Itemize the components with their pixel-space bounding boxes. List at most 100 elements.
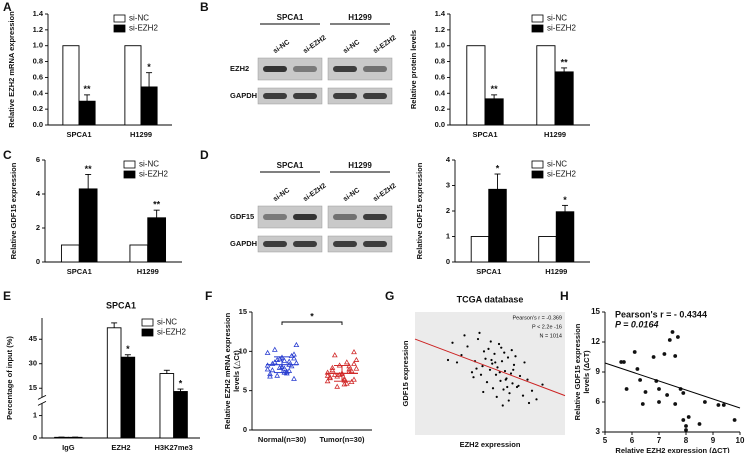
data-point	[264, 366, 271, 372]
data-point	[665, 393, 669, 397]
stat-annotation: Pearson's r = -0.369	[512, 315, 562, 321]
data-point	[351, 376, 357, 382]
y-tick-label: 1	[446, 231, 450, 240]
significance-label: *	[496, 163, 500, 173]
blot-band	[263, 66, 287, 72]
data-point	[526, 378, 529, 381]
legend-swatch	[113, 14, 126, 23]
blot-band	[363, 66, 387, 72]
y-tick-label: 9	[596, 367, 601, 376]
x-tick-label: 5	[603, 436, 608, 445]
data-point	[274, 372, 281, 378]
significance-label: *	[126, 344, 130, 354]
data-point	[667, 338, 672, 342]
legend-swatch	[141, 328, 154, 337]
bar	[484, 98, 504, 126]
data-point	[491, 387, 495, 390]
x-tick-label: 9	[711, 436, 716, 445]
significance-label: **	[153, 200, 161, 210]
data-point	[732, 418, 737, 422]
data-point	[267, 373, 273, 379]
y-tick-label: 0.8	[33, 57, 43, 66]
panel-letter: C	[3, 148, 12, 162]
data-point	[494, 373, 498, 376]
data-point	[619, 360, 624, 364]
data-point	[476, 337, 480, 341]
bar	[538, 236, 557, 263]
data-point	[286, 358, 293, 364]
significance-label: **	[84, 84, 92, 94]
data-point	[341, 375, 348, 381]
panel-letter: G	[385, 289, 394, 303]
data-point	[329, 364, 336, 370]
data-point	[497, 342, 501, 346]
data-point	[662, 352, 667, 356]
data-point	[535, 398, 538, 401]
data-point	[541, 383, 544, 386]
data-point	[721, 403, 726, 407]
cell-line-label: SPCA1	[277, 161, 304, 170]
x-axis-label: Relative EZH2 expression (ΔCT)	[615, 446, 730, 453]
regression-line	[604, 362, 741, 409]
blot-band	[263, 241, 287, 247]
data-point	[348, 378, 355, 385]
lane-label: si-NC	[342, 187, 361, 203]
row-label: GDF15	[230, 212, 254, 221]
legend-label: si-EZH2	[157, 328, 186, 337]
data-point	[269, 367, 276, 373]
data-point	[269, 360, 276, 366]
bar	[106, 327, 122, 439]
row-label: GAPDH	[230, 239, 257, 248]
data-point	[463, 334, 466, 337]
data-point	[446, 358, 450, 362]
y-tick-label: 0	[33, 433, 37, 442]
data-point	[475, 367, 478, 370]
data-point	[632, 350, 637, 354]
bar	[470, 236, 490, 263]
y-tick-label: 0.2	[435, 104, 445, 113]
data-point	[504, 378, 507, 381]
y-tick-label: 5	[243, 386, 247, 395]
data-point	[293, 341, 300, 348]
blot-band	[333, 241, 357, 247]
x-tick-label: SPCA1	[66, 130, 91, 139]
data-point	[478, 331, 481, 335]
data-point	[510, 349, 513, 352]
legend-label: si-EZH2	[139, 170, 168, 179]
data-point	[716, 403, 721, 407]
data-point	[499, 379, 502, 382]
x-tick-label: 8	[684, 436, 689, 445]
data-point	[479, 373, 483, 376]
y-tick-label: 1.4	[435, 9, 446, 18]
data-point	[466, 345, 469, 348]
y-tick-label: 0	[243, 425, 247, 434]
data-point	[697, 422, 702, 426]
data-point	[638, 378, 642, 382]
y-tick-label: 6	[596, 397, 601, 406]
lane-label: si-EZH2	[372, 34, 397, 55]
legend-label: si-EZH2	[129, 24, 158, 33]
data-point	[517, 384, 520, 387]
blot-band	[293, 241, 317, 247]
blot-band	[363, 241, 387, 247]
data-point	[676, 335, 680, 339]
y-tick-label: 6	[36, 155, 40, 164]
y-tick-label: 0.6	[435, 72, 445, 81]
x-tick-label: SPCA1	[472, 130, 497, 139]
blot-band	[333, 214, 357, 220]
y-tick-label: 15	[239, 307, 247, 316]
legend-label: si-NC	[547, 160, 567, 169]
bar	[159, 373, 175, 439]
data-point	[511, 382, 514, 385]
data-point	[681, 418, 686, 422]
y-tick-label: 1	[33, 411, 37, 420]
blot-band	[363, 93, 387, 99]
data-point	[271, 346, 278, 352]
y-tick-label: 10	[239, 346, 247, 355]
x-tick-label: IgG	[62, 443, 75, 452]
y-axis-label: Relative EZH2 mRNA expression	[7, 11, 16, 128]
legend-swatch	[123, 170, 136, 179]
row-label: EZH2	[230, 64, 249, 73]
data-point	[512, 368, 515, 371]
lane-label: si-EZH2	[372, 182, 397, 203]
